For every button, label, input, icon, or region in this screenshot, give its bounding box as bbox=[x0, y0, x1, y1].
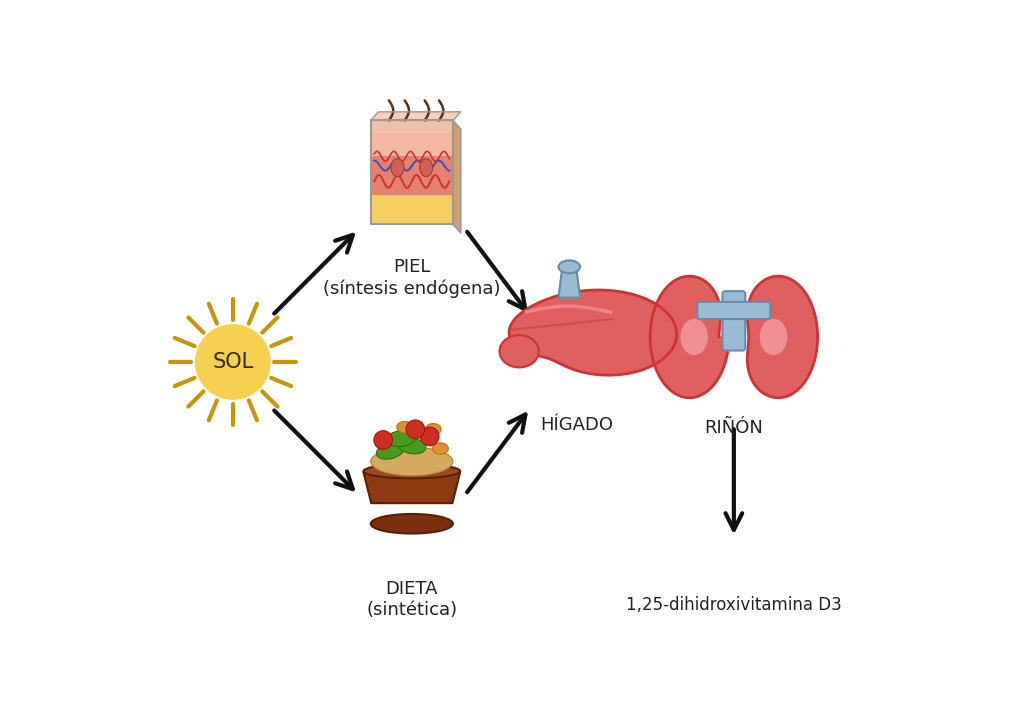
Text: DIETA
(sintética): DIETA (sintética) bbox=[367, 580, 458, 619]
Ellipse shape bbox=[760, 319, 787, 355]
FancyBboxPatch shape bbox=[697, 302, 770, 319]
Polygon shape bbox=[748, 276, 817, 397]
Circle shape bbox=[374, 431, 392, 450]
Ellipse shape bbox=[377, 442, 404, 459]
Ellipse shape bbox=[387, 431, 416, 447]
Bar bbox=[371, 120, 453, 133]
Circle shape bbox=[421, 427, 439, 446]
Ellipse shape bbox=[396, 421, 413, 433]
Text: 1,25-dihidroxivitamina D3: 1,25-dihidroxivitamina D3 bbox=[626, 597, 842, 615]
Text: PIEL
(síntesis endógena): PIEL (síntesis endógena) bbox=[323, 258, 501, 298]
Text: HÍGADO: HÍGADO bbox=[540, 416, 613, 434]
Bar bbox=[371, 120, 453, 224]
Bar bbox=[371, 195, 453, 224]
Ellipse shape bbox=[558, 261, 580, 273]
Ellipse shape bbox=[420, 159, 432, 177]
Text: RIÑÓN: RIÑÓN bbox=[705, 419, 763, 437]
Polygon shape bbox=[558, 269, 580, 298]
Bar bbox=[371, 133, 453, 156]
Circle shape bbox=[196, 325, 270, 399]
FancyBboxPatch shape bbox=[722, 291, 745, 350]
Ellipse shape bbox=[364, 464, 460, 479]
Ellipse shape bbox=[500, 335, 539, 367]
Bar bbox=[371, 156, 453, 195]
Ellipse shape bbox=[391, 159, 403, 177]
Polygon shape bbox=[650, 276, 729, 397]
Ellipse shape bbox=[680, 319, 708, 355]
Text: SOL: SOL bbox=[212, 352, 254, 372]
Ellipse shape bbox=[425, 424, 441, 435]
Ellipse shape bbox=[432, 443, 449, 455]
Ellipse shape bbox=[371, 514, 453, 534]
Polygon shape bbox=[453, 120, 461, 233]
Ellipse shape bbox=[371, 447, 453, 476]
Circle shape bbox=[407, 420, 425, 439]
Ellipse shape bbox=[397, 437, 426, 454]
Polygon shape bbox=[371, 112, 461, 120]
Polygon shape bbox=[364, 472, 460, 503]
Polygon shape bbox=[509, 290, 677, 375]
